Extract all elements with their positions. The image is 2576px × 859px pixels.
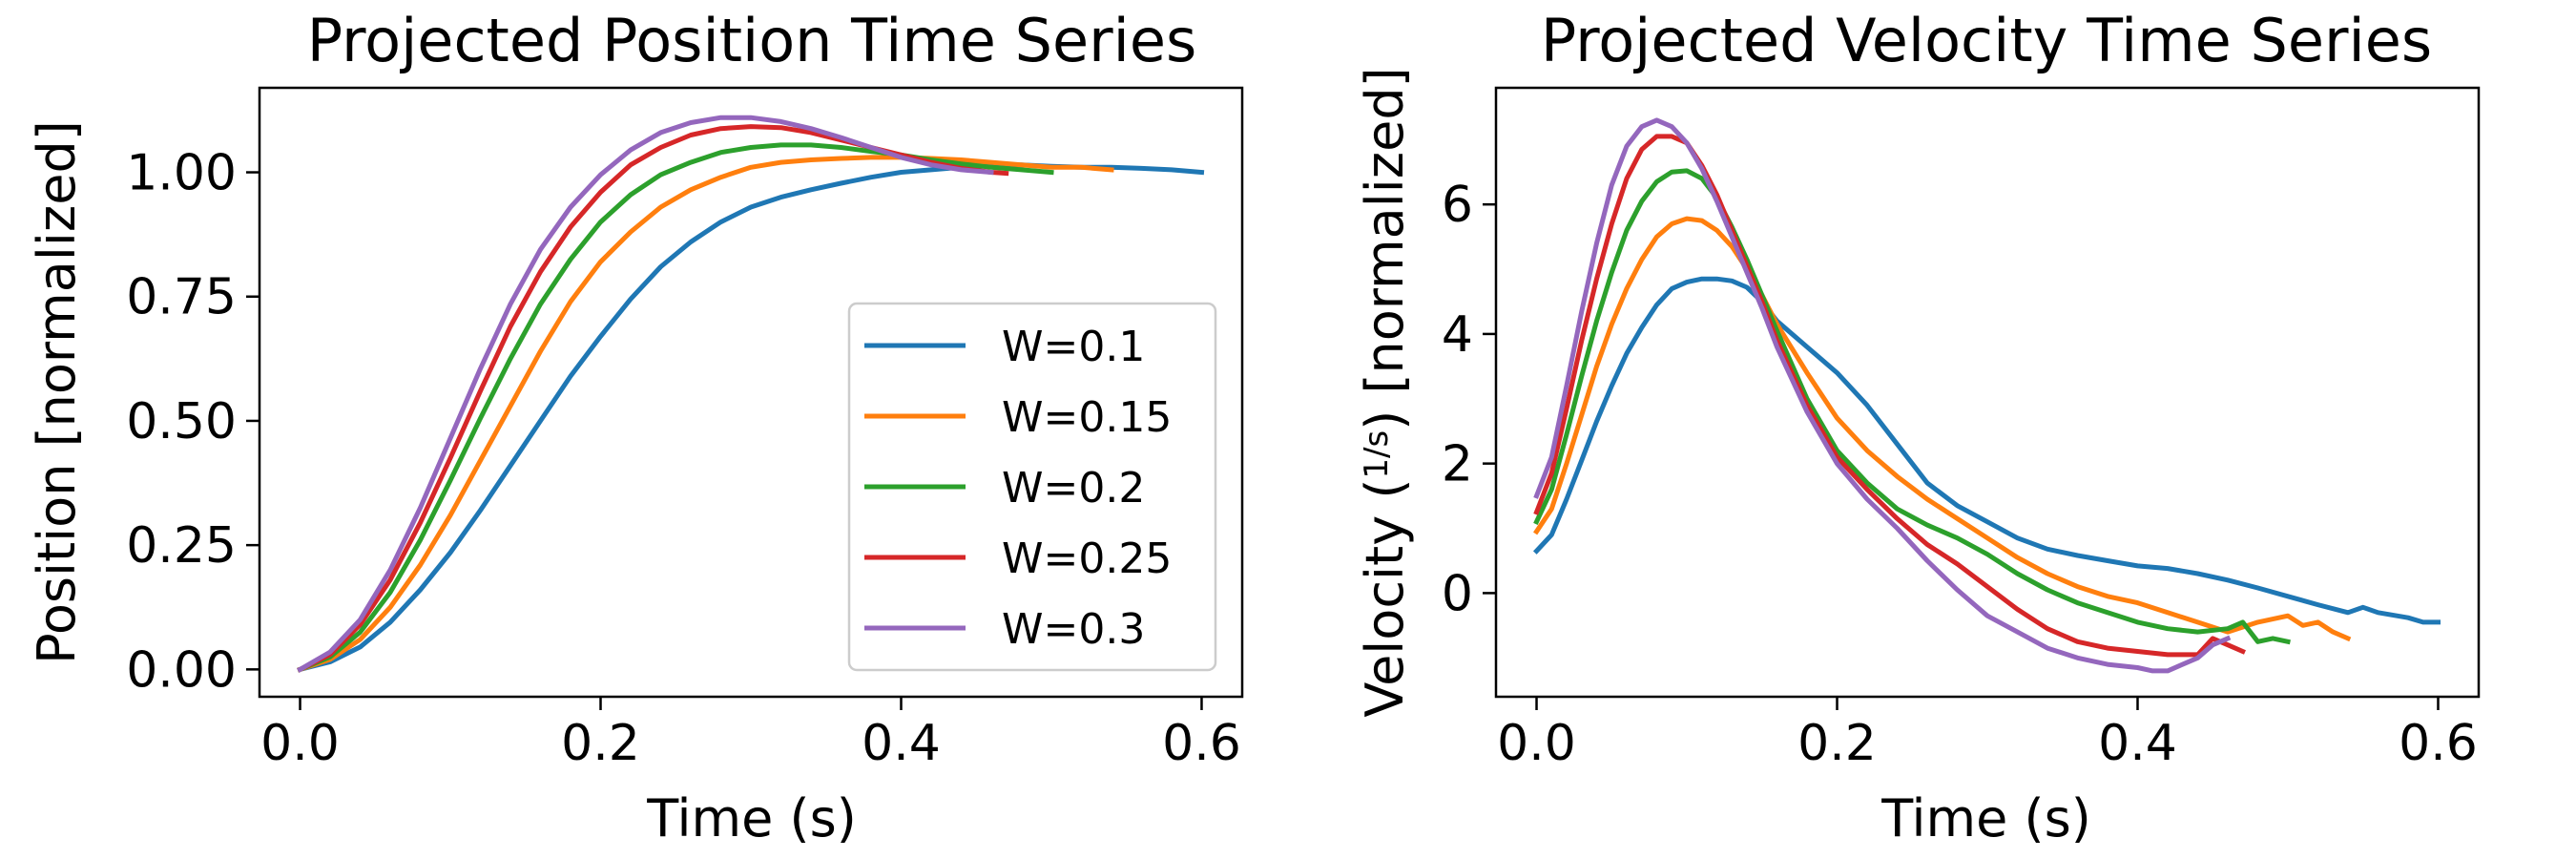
velocity-series-line-2 [1533,168,2291,645]
legend: W=0.1 W=0.15 W=0.2 W=0.25 W=0.3 [847,302,1217,672]
position-x-axis-label: Time (s) [646,788,857,849]
position-y-tick-label: 0.25 [126,517,237,575]
legend-label-3: W=0.25 [1002,534,1172,583]
position-y-tick-label: 0.50 [126,393,237,450]
position-series-line-1 [297,155,1114,673]
velocity-y-tick-label: 2 [1442,436,1473,493]
position-y-tick-label: 1.00 [126,145,237,202]
legend-label-1: W=0.15 [1002,393,1172,442]
position-x-tick-label: 0.4 [862,715,941,772]
velocity-x-axis-label: Time (s) [1880,788,2091,849]
velocity-plot-frame [1494,86,2481,699]
position-chart: Projected Position Time Series 0.0 0.2 0.4… [27,6,1244,849]
velocity-y-tick-label: 4 [1442,306,1473,364]
velocity-x-ticks: 0.0 0.2 0.4 0.6 [1497,697,2478,772]
velocity-series-line-0 [1532,276,2441,625]
velocity-chart-title: Projected Velocity Time Series [1541,6,2432,75]
position-y-tick-label: 0.75 [126,269,237,326]
velocity-x-tick-label: 0.2 [1797,715,1877,772]
velocity-x-tick-label: 0.4 [2098,715,2177,772]
position-plot-frame [258,86,1244,699]
position-y-tick-label: 0.00 [126,641,237,699]
position-x-tick-label: 0.6 [1162,715,1241,772]
velocity-series-line-4 [1533,117,2232,674]
legend-label-4: W=0.3 [1002,605,1145,654]
velocity-series-lines [1532,117,2441,674]
velocity-x-tick-label: 0.0 [1497,715,1576,772]
position-series-lines [297,115,1205,673]
legend-label-2: W=0.2 [1002,464,1145,513]
position-x-ticks: 0.0 0.2 0.4 0.6 [260,697,1241,772]
velocity-y-ticks: 0 2 4 6 [1442,177,1496,622]
legend-frame [847,302,1217,672]
position-x-tick-label: 0.0 [260,715,340,772]
position-series-line-4 [297,115,994,673]
velocity-series-line-3 [1533,134,2246,658]
position-x-tick-label: 0.2 [561,715,640,772]
velocity-chart: Projected Velocity Time Series 0.0 0.2 0.4… [1355,6,2481,849]
position-y-axis-label: Position [normalized] [27,120,87,664]
velocity-x-tick-label: 0.6 [2399,715,2478,772]
position-chart-title: Projected Position Time Series [307,6,1197,75]
legend-label-0: W=0.1 [1002,323,1145,371]
velocity-y-axis-label: Velocity (1/s) [normalized] [1355,67,1415,717]
position-y-ticks: 0.00 0.25 0.50 0.75 1.00 [126,145,260,699]
velocity-y-tick-label: 6 [1442,177,1473,234]
velocity-y-tick-label: 0 [1442,565,1473,622]
